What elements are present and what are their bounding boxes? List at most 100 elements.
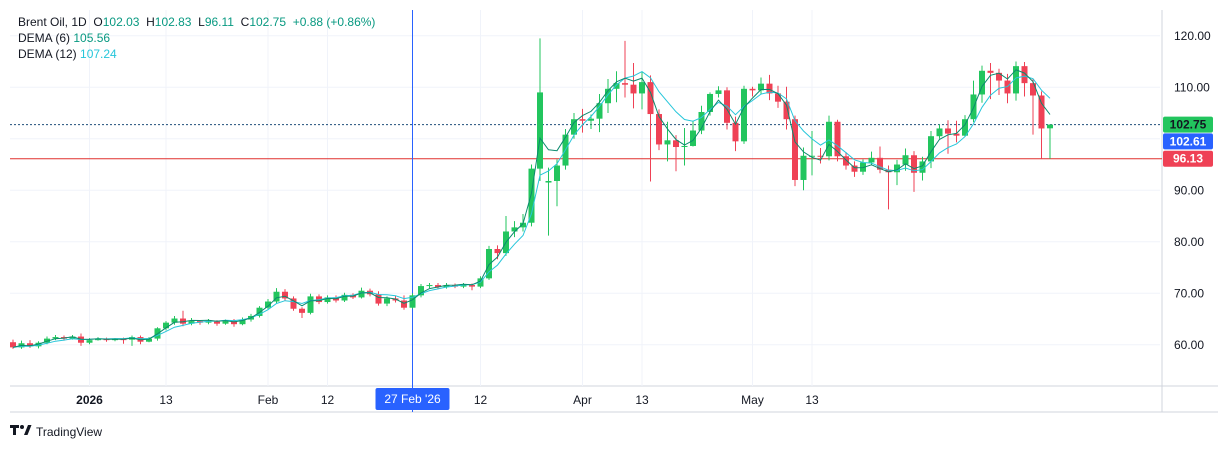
candle-body bbox=[588, 118, 594, 121]
candle-body bbox=[783, 101, 790, 120]
candle-body bbox=[664, 140, 671, 145]
candle-body bbox=[758, 83, 764, 91]
candle-body bbox=[1038, 95, 1045, 129]
candle-body bbox=[511, 227, 518, 232]
candle-body bbox=[231, 321, 237, 325]
candle-body bbox=[554, 165, 560, 182]
candle-body bbox=[486, 248, 492, 279]
candle-body bbox=[307, 296, 314, 313]
y-tick-label: 80.00 bbox=[1174, 235, 1204, 249]
dema6-label: DEMA (6) bbox=[18, 31, 71, 45]
last-price-label: 102.75 bbox=[1170, 118, 1207, 132]
candle-body bbox=[605, 88, 611, 104]
candle-body bbox=[647, 82, 654, 115]
candle-body bbox=[299, 308, 305, 313]
candle-body bbox=[715, 90, 722, 94]
candle-body bbox=[163, 322, 169, 329]
candle-body bbox=[919, 161, 926, 173]
candle-body bbox=[95, 338, 101, 341]
candle-body bbox=[112, 339, 118, 341]
x-tick-label: 13 bbox=[635, 393, 649, 407]
y-tick-label: 90.00 bbox=[1174, 183, 1204, 197]
close-label: C bbox=[240, 15, 250, 29]
candle-body bbox=[741, 88, 747, 142]
candle-body bbox=[44, 338, 50, 343]
candle-body bbox=[443, 285, 450, 288]
tradingview-brand[interactable]: TradingView bbox=[10, 424, 102, 439]
x-tick-label: May bbox=[741, 393, 764, 407]
candle-body bbox=[171, 318, 178, 323]
tradingview-logo-icon bbox=[10, 424, 32, 439]
candle-body bbox=[800, 155, 807, 180]
candle-body bbox=[146, 338, 152, 342]
candle-body bbox=[239, 319, 246, 325]
candle-body bbox=[520, 222, 526, 228]
candle-body bbox=[1047, 124, 1053, 129]
candle-body bbox=[775, 93, 781, 102]
candle-body bbox=[979, 70, 985, 95]
candle-body bbox=[418, 286, 424, 296]
candle-body bbox=[732, 122, 739, 142]
candle-body bbox=[469, 285, 475, 287]
candle-body bbox=[316, 296, 322, 303]
candle-body bbox=[707, 93, 713, 112]
candle-body bbox=[282, 291, 288, 299]
crosshair-date-label: 27 Feb '26 bbox=[384, 392, 441, 406]
candle-body bbox=[987, 70, 994, 73]
x-tick-label: Apr bbox=[573, 393, 592, 407]
ohlc-row: Brent Oil, 1D O102.03 H102.83 L96.11 C10… bbox=[18, 14, 375, 30]
candle-body bbox=[826, 121, 832, 157]
candle-body bbox=[877, 157, 883, 170]
candle-body bbox=[911, 155, 917, 173]
x-tick-label: 12 bbox=[321, 393, 335, 407]
symbol-label: Brent Oil, 1D bbox=[18, 15, 87, 29]
cross-price-label: 102.61 bbox=[1170, 134, 1207, 148]
dema6-row[interactable]: DEMA (6) 105.56 bbox=[18, 30, 375, 46]
candle-body bbox=[460, 285, 467, 287]
candle-body bbox=[52, 337, 59, 339]
candle-body bbox=[902, 155, 909, 165]
low-price-badge bbox=[1163, 150, 1213, 167]
dema12-line bbox=[12, 71, 1051, 348]
low-label: L bbox=[198, 15, 205, 29]
candle-body bbox=[180, 318, 186, 324]
x-tick-label: Feb bbox=[258, 393, 279, 407]
candle-body bbox=[656, 114, 662, 145]
candle-body bbox=[205, 321, 212, 323]
candle-body bbox=[435, 285, 441, 288]
candle-body bbox=[214, 321, 220, 324]
x-tick-label: 13 bbox=[159, 393, 173, 407]
candle-body bbox=[1021, 66, 1028, 84]
dema12-row[interactable]: DEMA (12) 107.24 bbox=[18, 46, 375, 62]
candle-body bbox=[817, 155, 824, 157]
candle-body bbox=[1013, 66, 1019, 94]
candle-body bbox=[843, 156, 849, 166]
open-label: O bbox=[93, 15, 103, 29]
candle-body bbox=[222, 321, 229, 324]
chart-legend: Brent Oil, 1D O102.03 H102.83 L96.11 C10… bbox=[18, 14, 375, 62]
candle-body bbox=[868, 157, 875, 163]
candle-body bbox=[1030, 83, 1036, 96]
dema6-line bbox=[12, 69, 1051, 348]
y-tick-label: 120.00 bbox=[1174, 29, 1211, 43]
candle-body bbox=[341, 294, 348, 301]
candle-body bbox=[358, 290, 365, 298]
dema12-value: 107.24 bbox=[80, 47, 117, 61]
candle-body bbox=[690, 130, 696, 146]
candle-body bbox=[265, 301, 271, 308]
candle-body bbox=[188, 321, 195, 324]
candle-body bbox=[809, 155, 815, 157]
candle-body bbox=[613, 83, 620, 89]
candle-body bbox=[749, 88, 756, 91]
dema6-value: 105.56 bbox=[73, 31, 111, 45]
cross-price-badge bbox=[1163, 133, 1213, 150]
candle-body bbox=[384, 298, 390, 304]
y-tick-label: 110.00 bbox=[1174, 80, 1210, 94]
candle-body bbox=[290, 298, 297, 309]
candle-body bbox=[681, 145, 688, 148]
candle-body bbox=[936, 128, 943, 137]
candle-body bbox=[528, 168, 535, 223]
candle-body bbox=[639, 82, 645, 94]
